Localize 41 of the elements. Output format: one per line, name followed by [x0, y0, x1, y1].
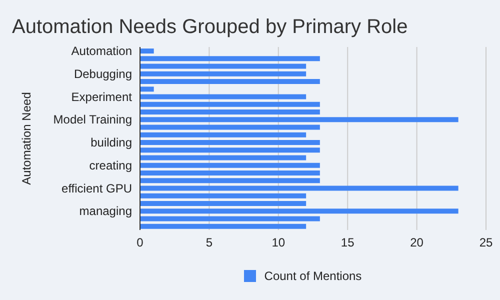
y-tick-label: Debugging — [74, 66, 132, 81]
chart-title: Automation Needs Grouped by Primary Role — [12, 16, 408, 39]
bar — [140, 117, 458, 122]
bar — [140, 48, 154, 54]
bar — [140, 155, 306, 160]
y-tick-label: Automation — [71, 44, 132, 58]
bar — [140, 216, 320, 222]
y-tick-label: Experiment — [71, 90, 133, 104]
y-tick-label: Model Training — [53, 112, 132, 127]
bar — [140, 170, 320, 176]
bar — [140, 224, 306, 229]
bar — [140, 208, 458, 214]
bar — [140, 148, 320, 153]
x-tick-label: 15 — [340, 236, 355, 250]
bar — [140, 132, 306, 138]
x-tick-label: 25 — [479, 236, 493, 250]
x-tick-label: 10 — [272, 236, 286, 250]
bar — [140, 140, 320, 146]
bar — [140, 102, 320, 107]
bar — [140, 71, 306, 76]
bar — [140, 186, 458, 191]
bar — [140, 162, 320, 168]
x-tick-label: 0 — [136, 236, 144, 250]
bar — [140, 56, 320, 62]
y-tick-label: efficient GPU — [62, 181, 132, 196]
bar — [140, 110, 320, 115]
bar — [140, 178, 320, 184]
y-tick-label: managing — [79, 204, 132, 218]
y-axis-title: Automation Need — [19, 92, 34, 185]
bar — [140, 94, 306, 100]
bar — [140, 201, 306, 206]
y-tick-label: creating — [89, 158, 132, 172]
bar — [140, 193, 306, 198]
bar — [140, 124, 320, 130]
y-tick-label: building — [90, 136, 132, 150]
x-axis-title: Count of Mentions — [264, 269, 362, 283]
bar — [140, 64, 306, 69]
x-tick-label: 20 — [410, 236, 424, 250]
bar — [140, 86, 154, 92]
bar — [140, 79, 320, 84]
x-tick-label: 5 — [206, 236, 213, 250]
